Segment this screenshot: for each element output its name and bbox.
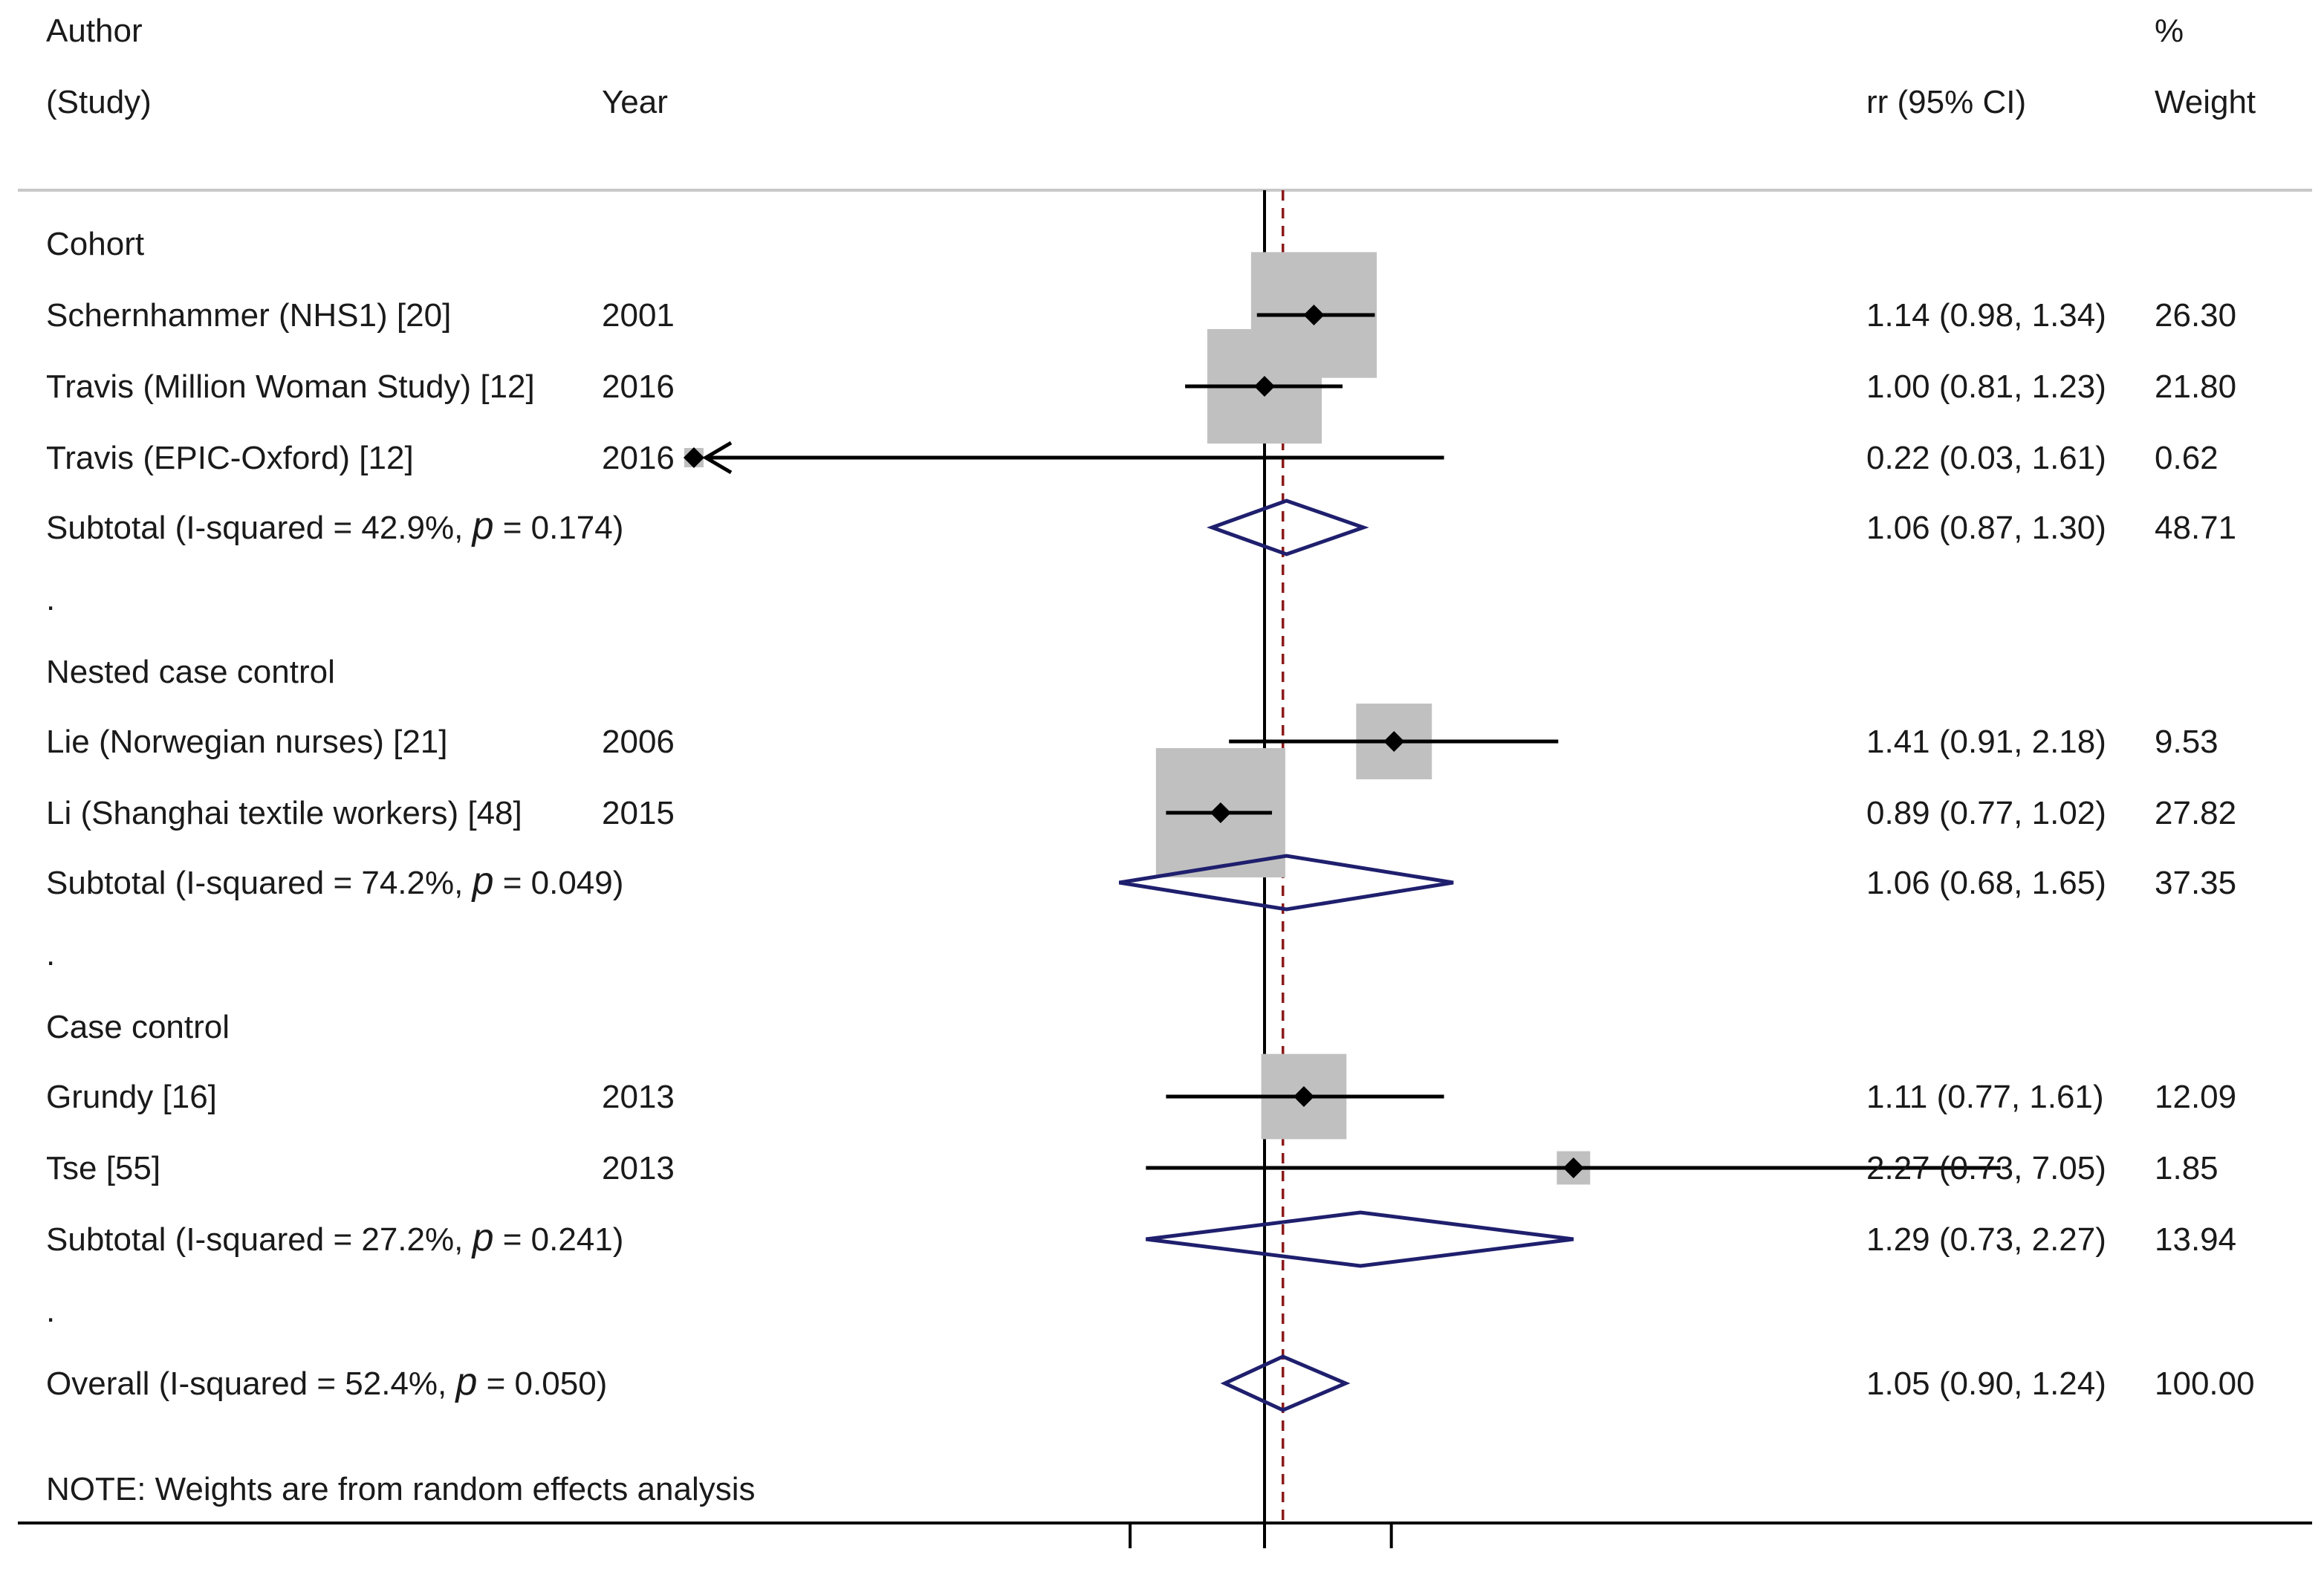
study-1-0-ci-text: 1.41 (0.91, 2.18)	[1866, 724, 2106, 760]
overall-label-prefix: Overall (I-squared = 52.4%,	[46, 1365, 455, 1402]
study-2-0-ci-text: 1.11 (0.77, 1.61)	[1866, 1079, 2104, 1115]
subtotal-diamond-2	[1146, 1210, 1574, 1268]
study-2-1-ci-text: 2.27 (0.73, 7.05)	[1866, 1150, 2106, 1186]
study-1-0-year: 2006	[602, 724, 675, 760]
study-0-0-label: Schernhammer (NHS1) [20]	[46, 297, 451, 334]
overall-ci-text: 1.05 (0.90, 1.24)	[1866, 1365, 2106, 1402]
group-heading-2: Case control	[46, 1009, 230, 1045]
overall-weight-text: 100.00	[2155, 1365, 2255, 1402]
overall-label: Overall (I-squared = 52.4%, p = 0.050)	[46, 1360, 607, 1403]
study-0-1-ci-text: 1.00 (0.81, 1.23)	[1866, 368, 2106, 405]
study-0-2-weight-text: 0.62	[2155, 440, 2218, 476]
subtotal-ci-text-0: 1.06 (0.87, 1.30)	[1866, 510, 2106, 546]
header-year: Year	[602, 84, 668, 120]
subtotal-label-1-p-symbol: p	[471, 860, 494, 903]
group-heading-1: Nested case control	[46, 654, 335, 690]
subtotal-label-0-p-symbol: p	[471, 504, 494, 548]
subtotal-weight-text-1: 37.35	[2155, 865, 2236, 901]
study-0-2-point	[683, 447, 704, 468]
study-2-1-point	[1562, 1157, 1584, 1178]
spacer-dot-1: .	[46, 936, 55, 972]
study-0-1-weight-text: 21.80	[2155, 368, 2236, 405]
study-0-2-label: Travis (EPIC-Oxford) [12]	[46, 440, 414, 476]
subtotal-diamond-1	[1118, 854, 1454, 912]
subtotal-weight-text-0: 48.71	[2155, 510, 2236, 546]
header-ci: rr (95% CI)	[1866, 84, 2026, 120]
study-0-2-ci-text: 0.22 (0.03, 1.61)	[1866, 440, 2106, 476]
note-text: NOTE: Weights are from random effects an…	[46, 1471, 756, 1507]
subtotal-label-2-p-symbol: p	[471, 1216, 494, 1259]
study-1-1-ci-text: 0.89 (0.77, 1.02)	[1866, 795, 2106, 831]
study-2-0-weight-text: 12.09	[2155, 1079, 2236, 1115]
study-0-1-label: Travis (Million Woman Study) [12]	[46, 368, 535, 405]
subtotal-label-0-prefix: Subtotal (I-squared = 42.9%,	[46, 510, 473, 546]
subtotal-label-2-suffix: = 0.241)	[494, 1221, 624, 1258]
subtotal-weight-text-2: 13.94	[2155, 1221, 2236, 1258]
study-0-0-year: 2001	[602, 297, 675, 334]
subtotal-label-2: Subtotal (I-squared = 27.2%, p = 0.241)	[46, 1216, 623, 1259]
study-0-0-weight-text: 26.30	[2155, 297, 2236, 334]
study-0-2-ci-arrow	[702, 441, 733, 475]
study-0-1-year: 2016	[602, 368, 675, 405]
study-1-0-point	[1383, 731, 1405, 752]
study-2-0-label: Grundy [16]	[46, 1079, 217, 1115]
subtotal-label-1-suffix: = 0.049)	[494, 865, 624, 901]
study-1-0-label: Lie (Norwegian nurses) [21]	[46, 724, 447, 760]
subtotal-label-2-prefix: Subtotal (I-squared = 27.2%,	[46, 1221, 473, 1258]
study-0-1-point	[1254, 376, 1275, 397]
subtotal-label-1: Subtotal (I-squared = 74.2%, p = 0.049)	[46, 860, 623, 903]
subtotal-ci-text-1: 1.06 (0.68, 1.65)	[1866, 865, 2106, 901]
group-heading-0: Cohort	[46, 226, 144, 262]
study-0-2-year: 2016	[602, 440, 675, 476]
overall-diamond	[1220, 1354, 1351, 1412]
subtotal-label-0: Subtotal (I-squared = 42.9%, p = 0.174)	[46, 504, 623, 548]
study-1-1-year: 2015	[602, 795, 675, 831]
study-1-1-weight-text: 27.82	[2155, 795, 2236, 831]
study-0-0-point	[1303, 305, 1325, 325]
study-2-0-year: 2013	[602, 1079, 675, 1115]
spacer-dot-2: .	[46, 1293, 55, 1329]
study-2-1-weight-text: 1.85	[2155, 1150, 2218, 1186]
header-percent: %	[2155, 13, 2184, 49]
header-weight: Weight	[2155, 84, 2256, 120]
subtotal-ci-text-2: 1.29 (0.73, 2.27)	[1866, 1221, 2106, 1258]
study-0-0-ci-text: 1.14 (0.98, 1.34)	[1866, 297, 2106, 334]
spacer-dot-0: .	[46, 581, 55, 617]
study-1-1-point	[1210, 802, 1231, 823]
header-author: Author	[46, 13, 143, 49]
subtotal-diamond-0	[1206, 499, 1369, 556]
study-2-1-year: 2013	[602, 1150, 675, 1186]
subtotal-label-1-prefix: Subtotal (I-squared = 74.2%,	[46, 865, 473, 901]
study-2-1-label: Tse [55]	[46, 1150, 160, 1186]
overall-label-suffix: = 0.050)	[477, 1365, 607, 1402]
header-study: (Study)	[46, 84, 152, 120]
subtotal-label-0-suffix: = 0.174)	[494, 510, 624, 546]
overall-label-p-symbol: p	[454, 1360, 477, 1403]
study-2-0-point	[1293, 1086, 1314, 1107]
study-1-0-weight-text: 9.53	[2155, 724, 2218, 760]
study-1-1-label: Li (Shanghai textile workers) [48]	[46, 795, 522, 831]
